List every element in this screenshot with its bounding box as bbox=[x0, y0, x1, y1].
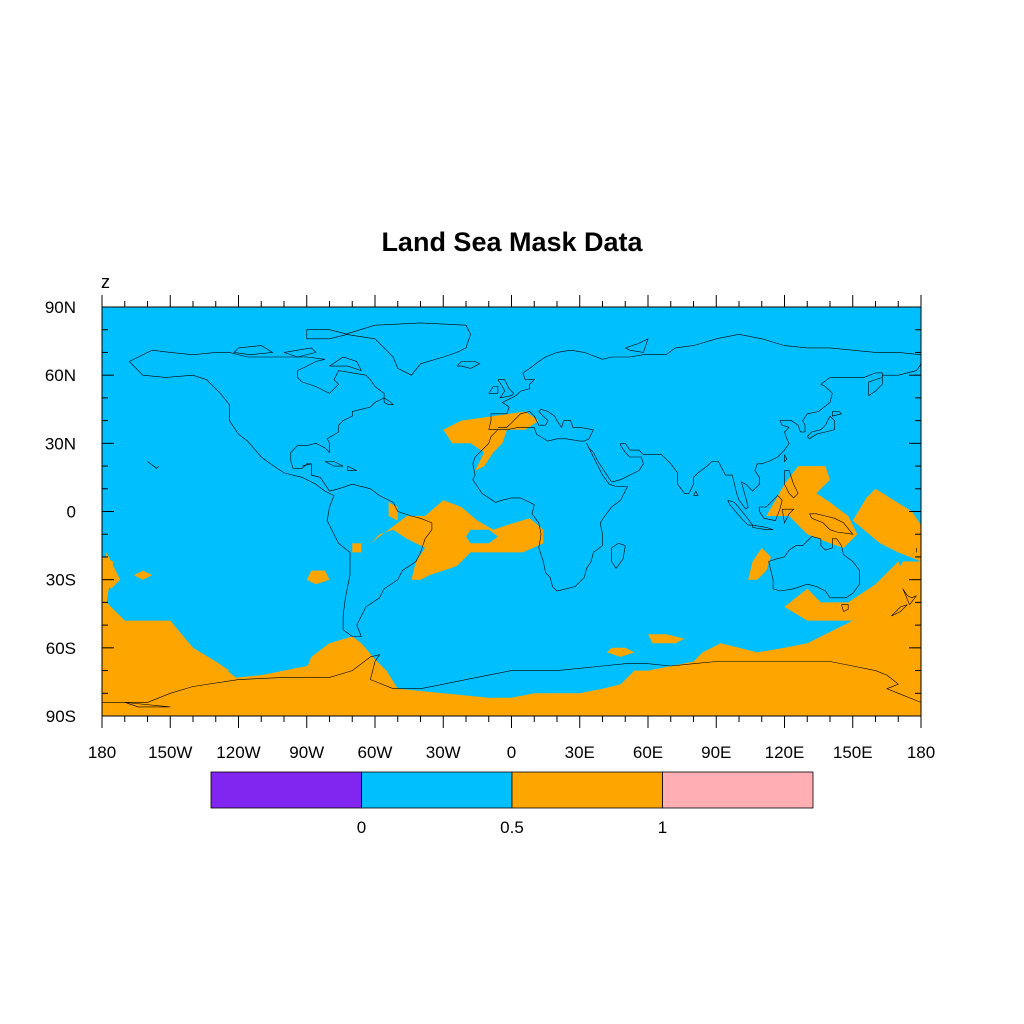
latitude-axis-labels: 90N 60N 30N 0 30S 60S 90S bbox=[45, 298, 76, 726]
colorbar-box bbox=[662, 771, 814, 809]
coastline-segment bbox=[809, 513, 854, 535]
colorbar-label: 0.5 bbox=[500, 818, 524, 837]
mask-region-indian-south-1 bbox=[648, 634, 685, 644]
colorbar-box bbox=[511, 771, 663, 809]
colorbar-label: 1 bbox=[658, 818, 667, 837]
colorbar-label: 0 bbox=[357, 818, 366, 837]
mask-region-indian-south-2 bbox=[607, 647, 635, 657]
coastline-segment bbox=[891, 604, 908, 617]
mask-region-south-atlantic-hole bbox=[466, 529, 498, 544]
coastline-segment bbox=[497, 379, 515, 399]
coastline-segment bbox=[345, 322, 471, 376]
lon-tick-label: 90E bbox=[701, 743, 731, 762]
lon-tick-label: 150W bbox=[148, 743, 192, 762]
coastline-segment bbox=[759, 495, 783, 521]
coastline-segment bbox=[329, 356, 362, 372]
lon-tick-label: 0 bbox=[507, 743, 516, 762]
mask-region-indian-patch bbox=[766, 466, 858, 548]
lon-tick-label: 180 bbox=[88, 743, 116, 762]
coastline-segment bbox=[611, 542, 626, 569]
mask-region-south-atlantic-patch bbox=[370, 500, 544, 580]
mask-region-southeast-pacific-patch bbox=[147, 638, 362, 680]
coastline-segment bbox=[129, 349, 433, 637]
lon-tick-label: 60W bbox=[358, 743, 393, 762]
coastline-segment bbox=[456, 361, 481, 369]
lon-tick-label: 120E bbox=[765, 743, 805, 762]
variable-label: z bbox=[101, 272, 110, 292]
coastline-segment bbox=[752, 524, 774, 531]
coastline-segment bbox=[620, 363, 921, 510]
coastline-segment bbox=[902, 588, 917, 606]
lon-tick-label: 180 bbox=[907, 743, 935, 762]
lon-tick-label: 90W bbox=[289, 743, 324, 762]
coastline-segment bbox=[488, 386, 499, 394]
lat-tick-label: 0 bbox=[67, 503, 76, 522]
mask-region-aus-west bbox=[748, 547, 771, 580]
lat-tick-label: 30S bbox=[46, 571, 76, 590]
coastline-segment bbox=[841, 604, 849, 612]
mask-region-aus-se bbox=[784, 561, 903, 621]
coastline-segment bbox=[233, 345, 274, 356]
coastline-segment bbox=[302, 463, 312, 467]
coastline-segment bbox=[488, 408, 594, 442]
lat-tick-label: 30N bbox=[45, 434, 76, 453]
coastline-segment bbox=[781, 508, 795, 524]
coastline-segment bbox=[806, 415, 835, 440]
mask-region-pacific-patch bbox=[852, 488, 921, 562]
coastline-segment bbox=[831, 411, 842, 417]
lon-tick-label: 60E bbox=[633, 743, 663, 762]
lat-tick-label: 90S bbox=[46, 707, 76, 726]
longitude-axis-labels: 180 150W 120W 90W 60W 30W 0 30E 60E 90E 120E 150E 18… bbox=[88, 743, 935, 762]
mask-region-north-atlantic-patch bbox=[443, 411, 539, 471]
lat-tick-label: 60S bbox=[46, 639, 76, 658]
coastline-segment bbox=[306, 329, 348, 340]
coastline-segment bbox=[768, 536, 860, 599]
axis-ticks bbox=[101, 295, 922, 728]
map-title: Land Sea Mask Data bbox=[381, 227, 643, 257]
coastline-segment bbox=[472, 443, 628, 592]
coastline-segment bbox=[102, 654, 921, 703]
coastline-layer bbox=[102, 322, 921, 708]
lat-tick-label: 60N bbox=[45, 366, 76, 385]
colorbar: 0 0.5 1 bbox=[210, 771, 814, 837]
coastline-segment bbox=[147, 461, 160, 469]
coastline-segment bbox=[324, 461, 344, 467]
coastline-segment bbox=[693, 490, 699, 496]
map-plot-area bbox=[101, 306, 922, 717]
lon-tick-label: 120W bbox=[216, 743, 260, 762]
mask-region-pacific-small-3 bbox=[306, 570, 330, 585]
coastline-segment bbox=[625, 338, 649, 353]
lon-tick-label: 150E bbox=[833, 743, 873, 762]
coastline-segment bbox=[488, 333, 921, 430]
mask-region-pacific-small-2 bbox=[133, 570, 153, 580]
mask-layer bbox=[102, 411, 921, 716]
mask-region-antarctic-belt bbox=[170, 656, 230, 676]
coastline-segment bbox=[727, 499, 754, 526]
coastline-segment bbox=[283, 347, 317, 358]
lon-tick-label: 30W bbox=[426, 743, 461, 762]
coastline-segment bbox=[784, 470, 799, 499]
coastline-segment bbox=[472, 429, 499, 464]
coastline-segment bbox=[588, 443, 644, 483]
coastline-segment bbox=[124, 702, 171, 708]
colorbar-box bbox=[210, 771, 362, 809]
coastline-segment bbox=[347, 465, 357, 471]
mask-region-pacific-small-4 bbox=[352, 543, 362, 553]
coastline-segment bbox=[784, 454, 788, 463]
lon-tick-label: 30E bbox=[565, 743, 595, 762]
lat-tick-label: 90N bbox=[45, 298, 76, 317]
colorbar-box bbox=[361, 771, 513, 809]
coastline-segment bbox=[383, 397, 394, 406]
